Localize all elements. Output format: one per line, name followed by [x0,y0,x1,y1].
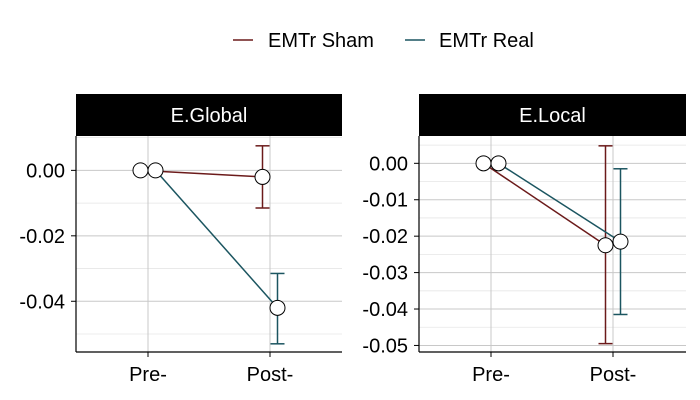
series-line [154,169,279,309]
panel-header [76,94,342,136]
series-line [483,162,606,246]
y-tick-label: -0.02 [362,226,408,248]
data-point [490,155,507,172]
data-point [132,162,149,179]
series-line [498,162,621,243]
y-tick-label: -0.04 [19,291,65,313]
legend: EMTr Sham EMTr Real [233,30,534,52]
x-tick-label: Pre- [472,364,510,386]
data-point [597,237,614,254]
panel-header [419,94,686,136]
y-tick-label: -0.05 [362,335,408,357]
series-emtr-sham [132,145,271,209]
panel-title: E.Global [171,105,248,127]
panel-title: E.Local [519,105,586,127]
y-tick-label: 0.00 [26,160,65,182]
x-tick-label: Post- [590,364,637,386]
data-point [612,233,629,250]
y-tick-label: -0.01 [362,190,408,212]
data-point [269,299,286,316]
panel-e-local: E.Local 0.00 -0.01 -0.02 -0.03 -0.04 -0.05 Pre-… [362,94,686,386]
data-point [475,155,492,172]
x-tick-label: Post- [247,364,294,386]
y-tick-label: 0.00 [369,153,408,175]
legend-label: EMTr Sham [268,30,374,52]
y-tick-label: -0.02 [19,226,65,248]
panel-e-global: E.Global 0.00 -0.02 -0.04 Pre- Post- [19,94,342,386]
data-point [147,162,164,179]
data-point [254,168,271,185]
y-tick-label: -0.03 [362,263,408,285]
x-tick-label: Pre- [129,364,167,386]
legend-label: EMTr Real [439,30,534,52]
series-emtr-real [490,155,629,316]
y-tick-label: -0.04 [362,299,408,321]
series-emtr-real [147,162,286,345]
series-emtr-sham [475,145,614,345]
